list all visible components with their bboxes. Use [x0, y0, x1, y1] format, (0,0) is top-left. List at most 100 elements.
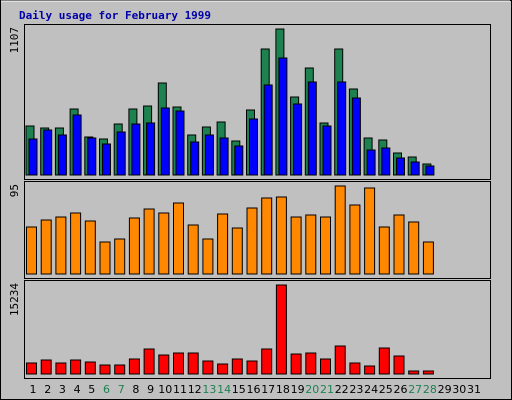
- bar-top-s1-day-12: [190, 141, 200, 176]
- bar-top-s1-day-27: [410, 161, 420, 176]
- bar-bottom-s0-day-8: [128, 358, 140, 375]
- bar-middle-s0-day-20: [305, 214, 317, 275]
- x-tick-label-10: 10: [158, 383, 172, 396]
- x-tick-label-24: 24: [364, 383, 378, 396]
- x-tick-label-14: 14: [217, 383, 231, 396]
- panel-bottom-ymax-label: 15234: [8, 283, 21, 316]
- bar-top-s1-day-20: [307, 81, 317, 176]
- bar-bottom-s0-day-24: [364, 365, 376, 375]
- bar-bottom-s0-day-19: [290, 353, 302, 375]
- bar-top-s1-day-22: [337, 81, 347, 176]
- x-tick-label-26: 26: [394, 383, 408, 396]
- x-tick-label-1: 1: [30, 383, 37, 396]
- x-tick-label-7: 7: [118, 383, 125, 396]
- bar-top-s1-day-26: [396, 157, 405, 176]
- bar-bottom-s0-day-4: [70, 359, 82, 375]
- bar-top-s1-day-4: [72, 114, 82, 176]
- x-tick-label-3: 3: [59, 383, 66, 396]
- bar-middle-s0-day-26: [393, 214, 405, 275]
- bar-top-s1-day-24: [366, 149, 376, 176]
- bar-middle-s0-day-28: [422, 241, 434, 275]
- x-tick-label-5: 5: [88, 383, 95, 396]
- bar-top-s1-day-14: [219, 137, 229, 176]
- bar-middle-s0-day-4: [70, 212, 82, 275]
- bar-top-s1-day-18: [278, 57, 288, 176]
- bar-middle-s0-day-25: [378, 226, 390, 275]
- panel-bottom: 15234: [8, 280, 491, 379]
- x-tick-label-12: 12: [188, 383, 202, 396]
- bar-bottom-s0-day-6: [99, 364, 111, 375]
- bar-top-s1-day-11: [175, 110, 185, 176]
- bar-bottom-s0-day-25: [378, 347, 390, 375]
- bar-top-s1-day-1: [28, 138, 38, 176]
- bar-middle-s0-day-10: [158, 212, 170, 275]
- bar-middle-s0-day-5: [84, 220, 96, 275]
- x-tick-label-21: 21: [320, 383, 334, 396]
- bar-bottom-s0-day-3: [55, 362, 67, 375]
- bar-bottom-s0-day-27: [408, 370, 420, 375]
- bar-bottom-s0-day-5: [84, 361, 96, 375]
- bar-middle-s0-day-3: [55, 216, 67, 275]
- bar-top-s1-day-3: [57, 134, 67, 176]
- bar-top-s1-day-15: [234, 145, 244, 176]
- x-tick-label-30: 30: [452, 383, 466, 396]
- bar-top-s1-day-23: [351, 97, 361, 176]
- bar-bottom-s0-day-18: [275, 284, 287, 375]
- bar-middle-s0-day-19: [290, 216, 302, 275]
- bar-middle-s0-day-16: [246, 207, 258, 275]
- x-axis-ticks: 1 2 3 4 5 6 7 8 9 10 11 12 13 14 15 16 17 18 19 20 21 22 23 24 2…: [30, 383, 482, 396]
- bar-bottom-s0-day-2: [40, 359, 52, 375]
- panel-middle: 95: [8, 181, 491, 279]
- bar-bottom-s0-day-7: [114, 364, 126, 375]
- bar-middle-s0-day-17: [261, 197, 273, 275]
- bar-middle-s0-day-1: [26, 226, 37, 275]
- x-tick-label-2: 2: [44, 383, 51, 396]
- bar-top-s1-day-5: [87, 137, 97, 176]
- bar-top-s1-day-17: [263, 84, 273, 176]
- bar-middle-s0-day-24: [364, 187, 376, 275]
- bar-middle-s0-day-18: [275, 196, 287, 275]
- bar-bottom-s0-day-23: [349, 362, 361, 375]
- x-tick-label-22: 22: [335, 383, 349, 396]
- x-tick-label-15: 15: [232, 383, 246, 396]
- bar-bottom-s0-day-22: [334, 345, 346, 375]
- bar-middle-s0-day-7: [114, 238, 126, 275]
- bar-bottom-s0-day-20: [305, 352, 317, 375]
- bar-middle-s0-day-2: [40, 219, 52, 275]
- x-tick-label-17: 17: [261, 383, 275, 396]
- x-tick-label-23: 23: [349, 383, 363, 396]
- bar-middle-s0-day-21: [320, 216, 331, 275]
- bar-bottom-s0-day-15: [231, 358, 243, 375]
- bar-middle-s0-day-13: [202, 238, 214, 275]
- bar-bottom-s0-day-21: [320, 358, 331, 375]
- bar-top-s1-day-9: [146, 122, 156, 176]
- bar-middle-s0-day-23: [349, 204, 361, 275]
- bar-bottom-s0-day-17: [261, 348, 273, 375]
- bar-middle-s0-day-15: [231, 227, 243, 275]
- bar-top-s1-day-6: [102, 143, 111, 176]
- bar-bottom-s0-day-10: [158, 354, 170, 375]
- x-tick-label-6: 6: [103, 383, 110, 396]
- bar-top-s1-day-16: [249, 118, 258, 176]
- bar-middle-s0-day-11: [173, 202, 184, 275]
- x-tick-label-9: 9: [147, 383, 154, 396]
- bar-top-s1-day-21: [322, 125, 332, 176]
- bar-top-s1-day-10: [160, 107, 170, 176]
- bar-bottom-s0-day-1: [26, 362, 37, 375]
- bar-middle-s0-day-8: [128, 217, 140, 275]
- bar-middle-s0-day-27: [408, 221, 420, 275]
- x-tick-label-16: 16: [247, 383, 261, 396]
- x-tick-label-13: 13: [202, 383, 216, 396]
- panel-middle-ymax-label: 95: [8, 184, 21, 197]
- x-tick-label-11: 11: [173, 383, 187, 396]
- bar-top-s1-day-2: [43, 129, 53, 176]
- bar-middle-s0-day-6: [99, 241, 111, 275]
- panel-top: 1107: [8, 24, 491, 180]
- x-tick-label-4: 4: [74, 383, 81, 396]
- bar-bottom-s0-day-26: [393, 355, 405, 375]
- x-tick-label-31: 31: [467, 383, 481, 396]
- x-tick-label-18: 18: [276, 383, 290, 396]
- x-tick-label-20: 20: [305, 383, 319, 396]
- bar-middle-s0-day-14: [217, 213, 229, 275]
